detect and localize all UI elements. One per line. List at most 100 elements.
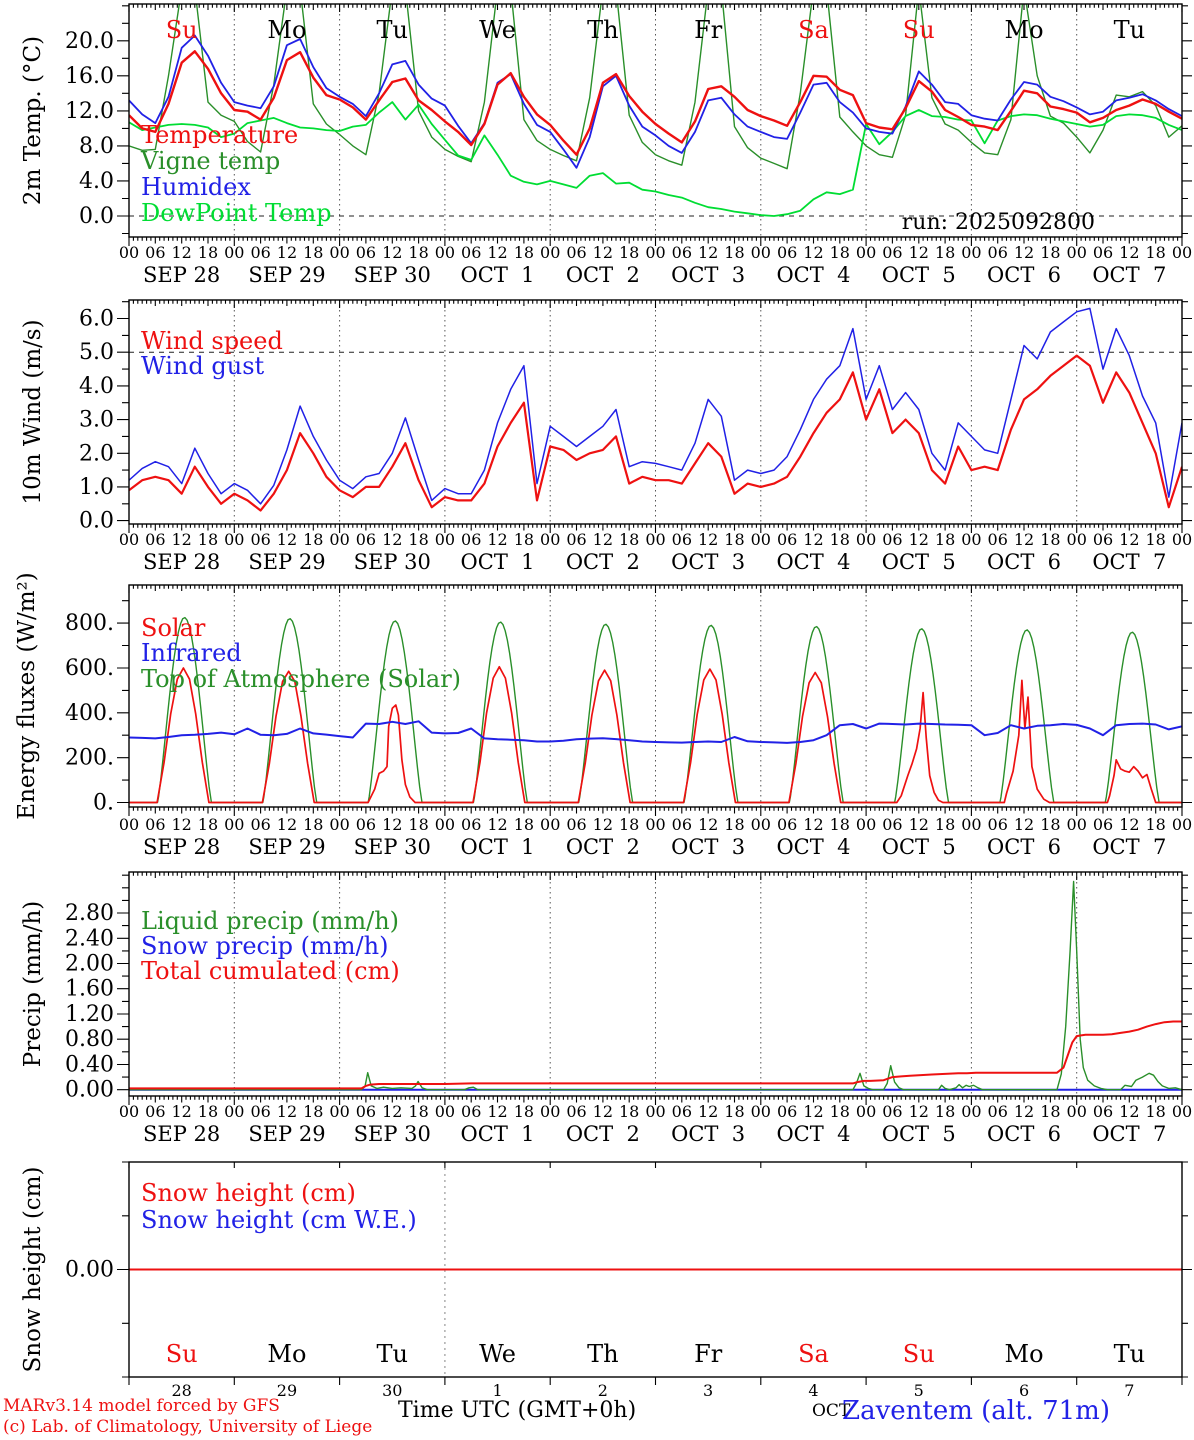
hour-tick-label: 18 — [303, 530, 323, 549]
hour-tick-label: 00 — [329, 815, 349, 834]
ytick-label: 600. — [65, 656, 114, 681]
panel-energy: 0. 200. 400. 600. 800. Energy fluxes (W/m²) So… — [14, 572, 1192, 859]
hour-tick-label: 12 — [909, 243, 929, 262]
series-wind-gust — [129, 307, 1182, 505]
hour-tick-label: 12 — [593, 530, 613, 549]
date-label: OCT 6 — [987, 263, 1061, 287]
legend-wind-speed: Wind speed — [141, 327, 283, 355]
hour-tick-label: 12 — [277, 243, 297, 262]
hour-tick-label: 12 — [803, 815, 823, 834]
hour-tick-label: 06 — [777, 243, 797, 262]
hour-tick-label: 06 — [250, 530, 270, 549]
hour-tick-label: 12 — [1119, 1102, 1139, 1121]
legend-wind-gust: Wind gust — [141, 352, 265, 380]
hour-tick-label: 12 — [1014, 1102, 1034, 1121]
hour-tick-label: 00 — [751, 243, 771, 262]
day-name-label: Th — [587, 16, 618, 44]
hour-tick-label: 00 — [1067, 815, 1087, 834]
hour-tick-label: 00 — [751, 1102, 771, 1121]
series-total-cumulated-cm- — [129, 1020, 1182, 1090]
ytick-label: 1.20 — [65, 1002, 114, 1027]
hour-tick-label: 00 — [961, 243, 981, 262]
hour-tick-label: 06 — [672, 530, 692, 549]
hour-tick-label: 12 — [698, 1102, 718, 1121]
hour-tick-label: 18 — [935, 530, 955, 549]
hour-tick-label: 18 — [1040, 815, 1060, 834]
axis-ticks — [117, 585, 1192, 816]
hour-tick-label: 18 — [1145, 530, 1165, 549]
axis-title-snow: Snow height (cm) — [20, 1167, 46, 1373]
hour-tick-label: 00 — [1067, 1102, 1087, 1121]
date-label: OCT 3 — [671, 263, 745, 287]
hour-tick-label: 18 — [198, 243, 218, 262]
date-label: SEP 28 — [143, 1122, 220, 1146]
hour-tick-label: 12 — [171, 1102, 191, 1121]
hour-tick-label: 12 — [1119, 815, 1139, 834]
date-label: OCT 3 — [671, 550, 745, 574]
hour-tick-label: 00 — [1172, 243, 1192, 262]
hour-tick-label: 12 — [487, 815, 507, 834]
day-number-label: 28 — [171, 1381, 191, 1400]
hour-tick-label: 06 — [1093, 815, 1113, 834]
hour-tick-label: 18 — [514, 530, 534, 549]
hour-tick-label: 06 — [356, 243, 376, 262]
hour-tick-label: 00 — [435, 530, 455, 549]
hour-tick-label: 06 — [145, 815, 165, 834]
ytick-label: 0.00 — [65, 1078, 114, 1103]
hour-tick-label: 18 — [1040, 1102, 1060, 1121]
date-label: OCT 6 — [987, 835, 1061, 859]
hour-tick-label: 00 — [1172, 530, 1192, 549]
hour-tick-label: 18 — [408, 1102, 428, 1121]
hour-tick-label: 06 — [461, 530, 481, 549]
date-label: OCT 1 — [461, 550, 535, 574]
hour-tick-label: 18 — [935, 815, 955, 834]
hour-tick-label: 12 — [382, 815, 402, 834]
day-number-label: 1 — [492, 1381, 502, 1400]
day-name-label: Sa — [798, 1340, 829, 1368]
date-label: OCT 5 — [882, 550, 956, 574]
hour-tick-label: 18 — [1145, 1102, 1165, 1121]
hour-tick-label: 18 — [514, 243, 534, 262]
hour-tick-label: 06 — [882, 1102, 902, 1121]
hour-tick-label: 00 — [224, 243, 244, 262]
date-label: OCT 5 — [882, 835, 956, 859]
hour-tick-label: 06 — [250, 243, 270, 262]
hour-tick-label: 12 — [1014, 530, 1034, 549]
day-name-label: Th — [587, 1340, 618, 1368]
hour-tick-label: 18 — [935, 243, 955, 262]
date-label: OCT 7 — [1092, 835, 1166, 859]
hour-tick-label: 12 — [803, 530, 823, 549]
day-name-label: Tu — [1114, 16, 1145, 44]
time-axis-label: Time UTC (GMT+0h) — [398, 1398, 637, 1423]
ytick-label: 3.0 — [79, 408, 114, 433]
date-label: SEP 29 — [248, 550, 325, 574]
ytick-label: 16.0 — [65, 64, 114, 89]
model-credit-line2: (c) Lab. of Climatology, University of L… — [3, 1417, 373, 1437]
model-credit-line1: MARv3.14 model forced by GFS — [3, 1396, 280, 1416]
panel-temperature: 0.0 4.0 8.0 12.0 16.0 20.0 2m Temp. (°C) Temper… — [20, 3, 1192, 287]
hour-tick-label: 18 — [1145, 815, 1165, 834]
ytick-label: 2.40 — [65, 926, 114, 951]
ytick-label: 4.0 — [79, 169, 114, 194]
axis-title-temperature: 2m Temp. (°C) — [20, 36, 46, 205]
date-label: OCT 4 — [776, 263, 850, 287]
day-name-label: Su — [166, 1340, 198, 1368]
ytick-label: 400. — [65, 701, 114, 726]
date-label: OCT 5 — [882, 1122, 956, 1146]
date-label: OCT 1 — [461, 263, 535, 287]
hour-tick-label: 18 — [514, 1102, 534, 1121]
hour-tick-label: 12 — [277, 1102, 297, 1121]
hour-tick-label: 00 — [856, 815, 876, 834]
ytick-label: 2.80 — [65, 901, 114, 926]
hour-tick-label: 18 — [830, 1102, 850, 1121]
ytick-label: 0.00 — [65, 1258, 114, 1283]
hour-tick-label: 00 — [961, 530, 981, 549]
hour-tick-label: 12 — [277, 530, 297, 549]
series-liquid-precip-mm-h- — [129, 880, 1182, 1091]
date-label: OCT 2 — [566, 1122, 640, 1146]
hour-tick-label: 18 — [1040, 530, 1060, 549]
hour-tick-label: 06 — [882, 815, 902, 834]
hour-tick-label: 06 — [145, 1102, 165, 1121]
hour-tick-label: 06 — [882, 243, 902, 262]
